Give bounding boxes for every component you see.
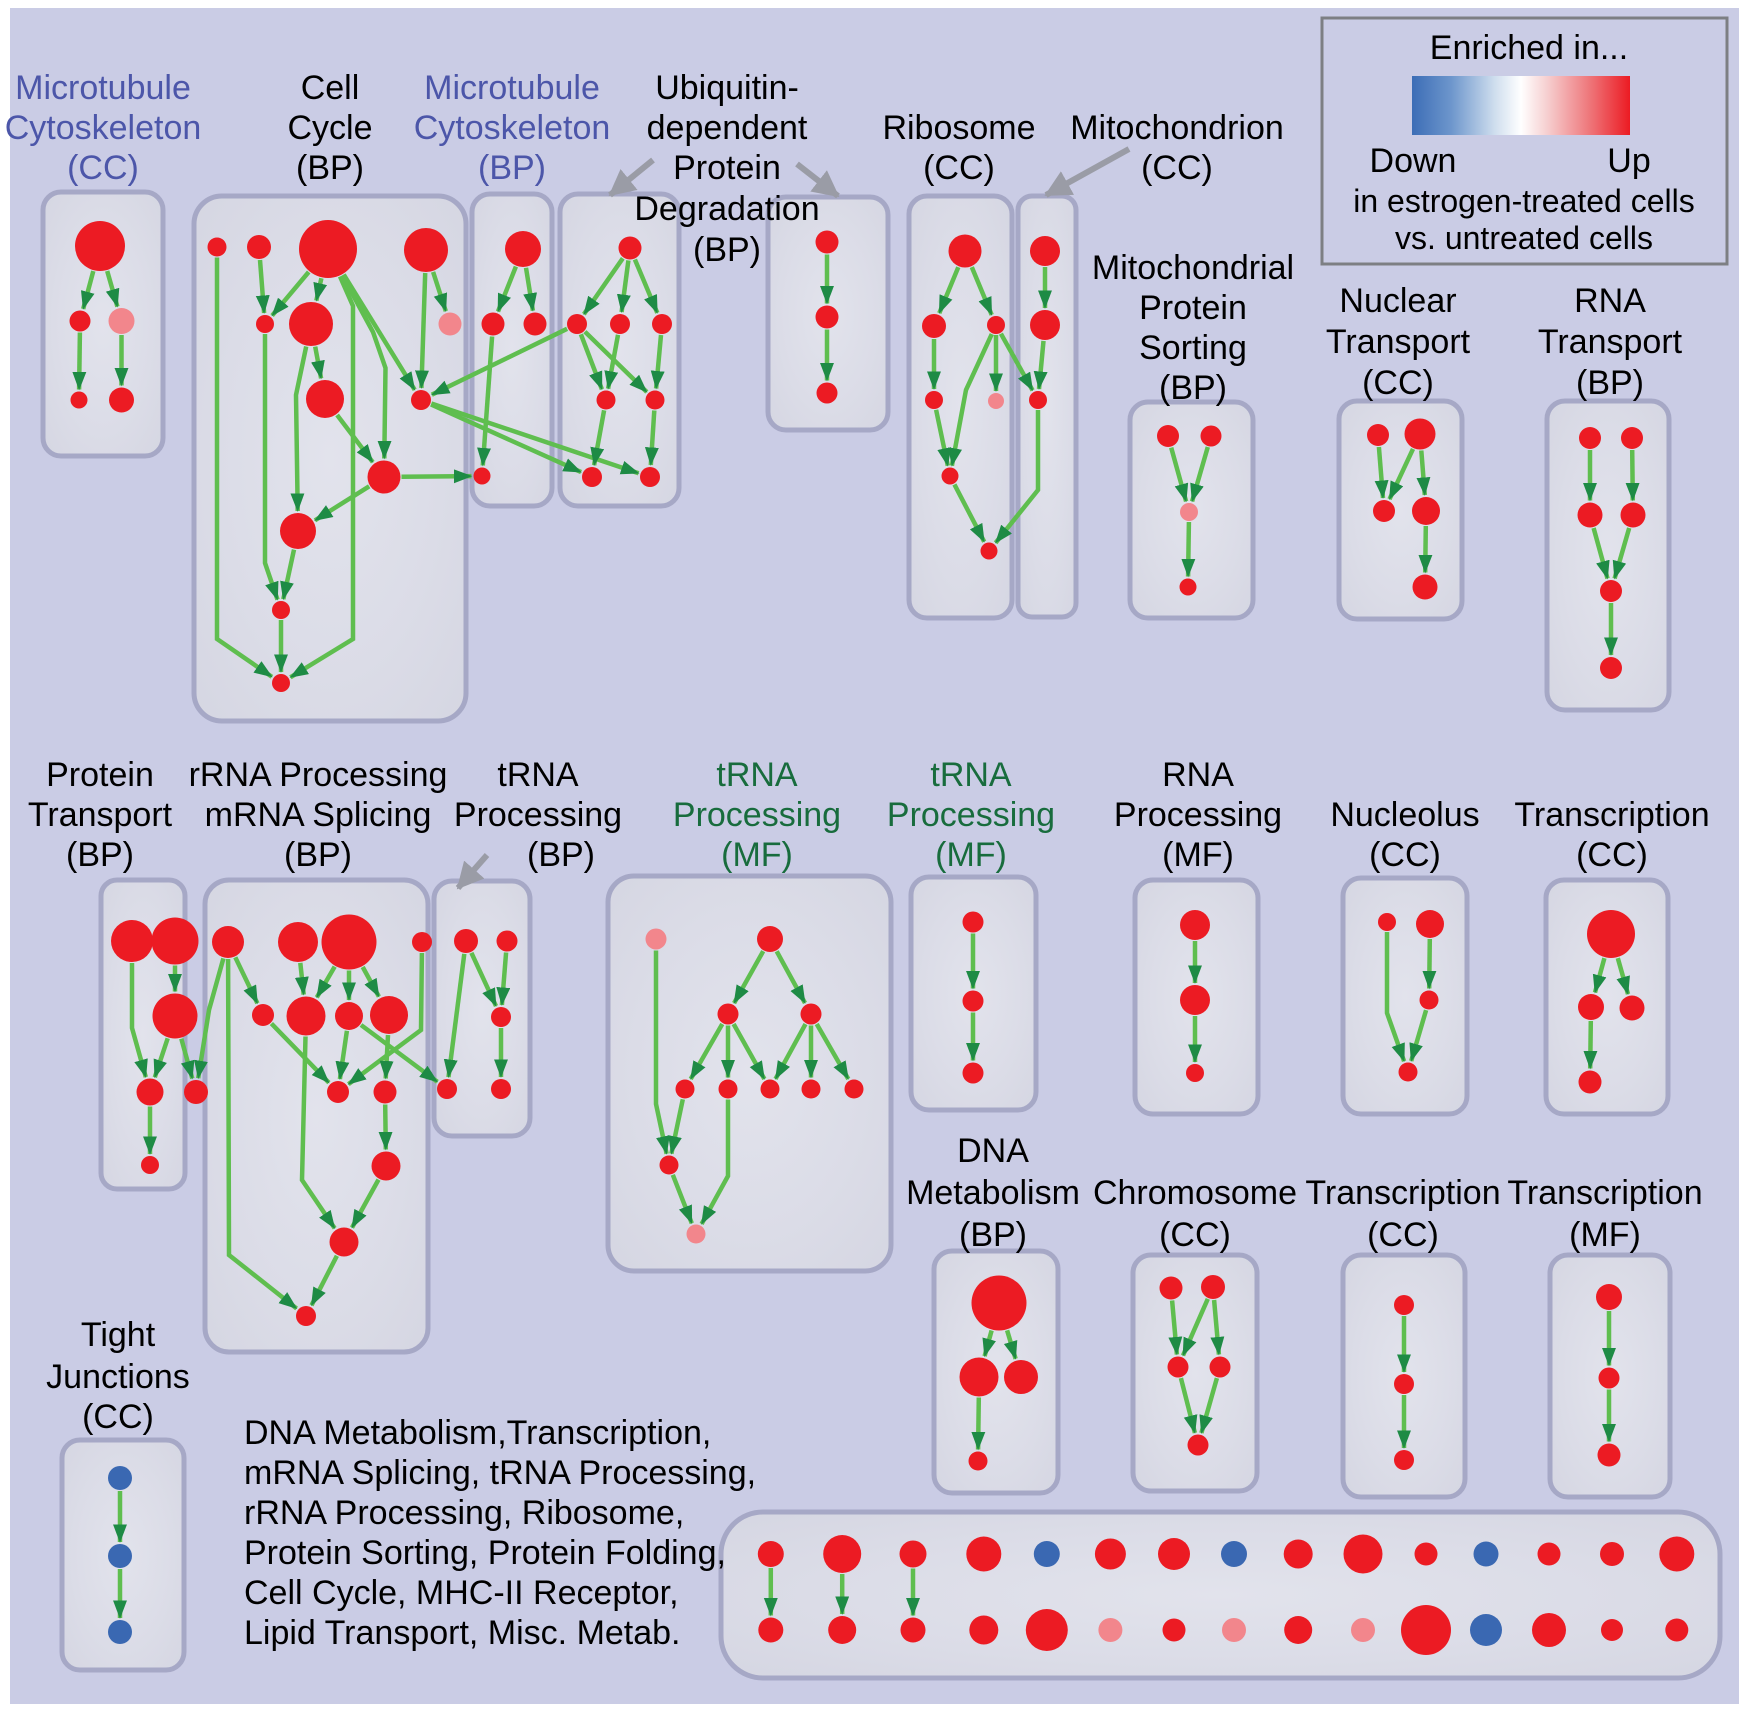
svg-text:(CC): (CC) bbox=[1369, 836, 1441, 874]
svg-text:(BP): (BP) bbox=[284, 836, 352, 874]
svg-text:tRNA: tRNA bbox=[716, 756, 798, 794]
svg-text:(CC): (CC) bbox=[1141, 149, 1213, 187]
svg-text:(BP): (BP) bbox=[527, 836, 595, 874]
svg-text:(CC): (CC) bbox=[67, 149, 139, 187]
svg-text:Transport: Transport bbox=[1538, 323, 1683, 361]
svg-text:Transcription: Transcription bbox=[1514, 796, 1709, 834]
svg-text:(BP): (BP) bbox=[478, 149, 546, 187]
svg-text:(BP): (BP) bbox=[1576, 364, 1644, 402]
svg-text:Cell: Cell bbox=[301, 69, 360, 107]
svg-text:(MF): (MF) bbox=[1162, 836, 1234, 874]
svg-text:Cytoskeleton: Cytoskeleton bbox=[5, 109, 202, 147]
svg-text:Processing: Processing bbox=[887, 796, 1055, 834]
svg-text:Nucleolus: Nucleolus bbox=[1330, 796, 1479, 834]
svg-text:Cycle: Cycle bbox=[287, 109, 372, 147]
svg-text:(MF): (MF) bbox=[1569, 1216, 1641, 1254]
svg-text:Microtubule: Microtubule bbox=[15, 69, 191, 107]
svg-text:Sorting: Sorting bbox=[1139, 329, 1247, 367]
svg-text:Down: Down bbox=[1370, 142, 1457, 180]
svg-text:(BP): (BP) bbox=[1159, 369, 1227, 407]
svg-text:dependent: dependent bbox=[647, 109, 808, 147]
svg-text:(CC): (CC) bbox=[82, 1398, 154, 1436]
svg-text:Protein: Protein bbox=[46, 756, 154, 794]
svg-text:(CC): (CC) bbox=[1367, 1216, 1439, 1254]
svg-text:DNA: DNA bbox=[957, 1132, 1029, 1170]
svg-text:RNA: RNA bbox=[1574, 282, 1646, 320]
svg-text:(MF): (MF) bbox=[935, 836, 1007, 874]
svg-text:Protein Sorting, Protein Foldi: Protein Sorting, Protein Folding, bbox=[244, 1534, 726, 1572]
svg-text:Chromosome: Chromosome bbox=[1093, 1174, 1297, 1212]
svg-text:mRNA Splicing, tRNA Processing: mRNA Splicing, tRNA Processing, bbox=[244, 1454, 756, 1492]
svg-text:(BP): (BP) bbox=[959, 1216, 1027, 1254]
svg-text:Enriched in...: Enriched in... bbox=[1430, 29, 1628, 67]
svg-text:rRNA Processing, Ribosome,: rRNA Processing, Ribosome, bbox=[244, 1494, 684, 1532]
svg-text:Mitochondrial: Mitochondrial bbox=[1092, 249, 1294, 287]
svg-text:Junctions: Junctions bbox=[46, 1358, 190, 1396]
svg-text:(BP): (BP) bbox=[296, 149, 364, 187]
svg-text:Nuclear: Nuclear bbox=[1339, 282, 1456, 320]
svg-text:(MF): (MF) bbox=[721, 836, 793, 874]
svg-text:Microtubule: Microtubule bbox=[424, 69, 600, 107]
svg-text:(CC): (CC) bbox=[1159, 1216, 1231, 1254]
svg-text:Lipid Transport, Misc. Metab.: Lipid Transport, Misc. Metab. bbox=[244, 1614, 681, 1652]
svg-text:Ribosome: Ribosome bbox=[882, 109, 1035, 147]
svg-text:(BP): (BP) bbox=[693, 231, 761, 269]
svg-text:Processing: Processing bbox=[454, 796, 622, 834]
svg-text:tRNA: tRNA bbox=[930, 756, 1012, 794]
svg-text:(BP): (BP) bbox=[66, 836, 134, 874]
svg-text:Protein: Protein bbox=[673, 149, 781, 187]
svg-text:Metabolism: Metabolism bbox=[906, 1174, 1080, 1212]
svg-text:Transcription: Transcription bbox=[1305, 1174, 1500, 1212]
svg-text:Transcription: Transcription bbox=[1507, 1174, 1702, 1212]
svg-text:(CC): (CC) bbox=[1362, 364, 1434, 402]
svg-text:mRNA Splicing: mRNA Splicing bbox=[205, 796, 432, 834]
svg-text:Transport: Transport bbox=[28, 796, 173, 834]
svg-text:tRNA: tRNA bbox=[497, 756, 579, 794]
svg-text:in estrogen-treated cells: in estrogen-treated cells bbox=[1353, 183, 1695, 219]
svg-text:Cytoskeleton: Cytoskeleton bbox=[414, 109, 611, 147]
svg-text:Up: Up bbox=[1607, 142, 1650, 180]
svg-text:Processing: Processing bbox=[673, 796, 841, 834]
svg-text:Transport: Transport bbox=[1326, 323, 1471, 361]
svg-text:Protein: Protein bbox=[1139, 289, 1247, 327]
svg-text:vs. untreated cells: vs. untreated cells bbox=[1395, 220, 1653, 256]
svg-text:(CC): (CC) bbox=[923, 149, 995, 187]
svg-text:Processing: Processing bbox=[1114, 796, 1282, 834]
svg-text:rRNA Processing: rRNA Processing bbox=[189, 756, 448, 794]
svg-text:Mitochondrion: Mitochondrion bbox=[1070, 109, 1284, 147]
svg-text:DNA Metabolism,Transcription,: DNA Metabolism,Transcription, bbox=[244, 1414, 711, 1452]
svg-text:Tight: Tight bbox=[81, 1316, 156, 1354]
svg-text:(CC): (CC) bbox=[1576, 836, 1648, 874]
svg-text:Degradation: Degradation bbox=[634, 190, 819, 228]
svg-text:RNA: RNA bbox=[1162, 756, 1234, 794]
svg-text:Cell Cycle, MHC-II Receptor,: Cell Cycle, MHC-II Receptor, bbox=[244, 1574, 679, 1612]
svg-text:Ubiquitin-: Ubiquitin- bbox=[655, 69, 799, 107]
